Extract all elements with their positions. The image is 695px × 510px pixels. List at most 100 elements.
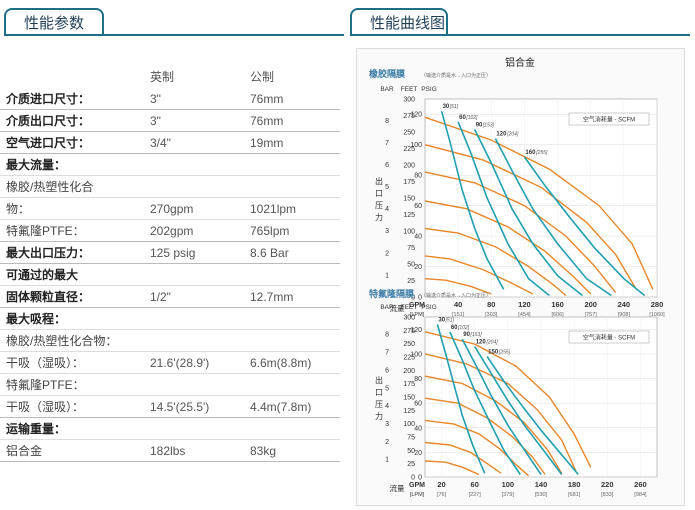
head-curve bbox=[424, 460, 480, 476]
bar-tick-label: 5 bbox=[385, 184, 389, 191]
spec-imperial-value: 3/4" bbox=[150, 136, 171, 150]
divider bbox=[4, 34, 344, 36]
feet-tick-label: 250 bbox=[403, 341, 415, 348]
x-unit-gpm: GPM bbox=[409, 302, 425, 309]
air-curve-150 bbox=[486, 355, 579, 476]
x-tick-label: 120 bbox=[518, 300, 531, 309]
x-tick-label: 40 bbox=[454, 300, 462, 309]
feet-tick-label: 100 bbox=[403, 229, 415, 236]
spec-row: 特氟隆PTFE： 202gpm 765lpm bbox=[0, 220, 340, 242]
x-tick-label-lpm: [76] bbox=[437, 492, 447, 498]
chart-subtitle-note: （输送介质是水→入口为正压） bbox=[421, 292, 491, 299]
psig-tick-label: 20 bbox=[414, 450, 422, 457]
air-curve-label: 160 bbox=[525, 150, 536, 156]
spec-metric-value: 1021lpm bbox=[250, 202, 297, 216]
head-curve bbox=[424, 116, 654, 290]
spec-label: 最大出口压力： bbox=[6, 246, 91, 260]
spec-row: 最大流量： bbox=[0, 154, 340, 176]
feet-tick-label: 50 bbox=[407, 262, 415, 269]
spec-row: 介质出口尺寸： 3" 76mm bbox=[0, 110, 340, 132]
spec-row: 物： 270gpm 1021lpm bbox=[0, 198, 340, 220]
spec-imperial-value: 14.5'(25.5') bbox=[150, 400, 210, 414]
x-unit-lpm: [LPM] bbox=[410, 492, 425, 498]
feet-tick-label: 225 bbox=[403, 355, 415, 362]
legend-box bbox=[568, 330, 650, 344]
psig-tick-label: 120 bbox=[410, 327, 422, 334]
air-curve-bracket: [51] bbox=[449, 104, 459, 110]
spec-label: 橡胶/热塑性化合 bbox=[6, 180, 94, 194]
feet-tick-label: 75 bbox=[407, 435, 415, 442]
tab-label: 性能曲线图 bbox=[370, 15, 446, 32]
air-curve-30 bbox=[436, 324, 486, 474]
tab-performance-params[interactable]: 性能参数 bbox=[4, 8, 104, 35]
air-curve-bracket: [153] bbox=[482, 122, 495, 128]
head-curve bbox=[424, 227, 567, 297]
x-tick-label: 160 bbox=[551, 300, 564, 309]
bar-tick-label: 6 bbox=[385, 367, 389, 374]
psig-tick-label: 60 bbox=[414, 401, 422, 408]
spec-row: 最大吸程： bbox=[0, 308, 340, 330]
spec-label: 最大流量： bbox=[6, 158, 67, 172]
head-curve bbox=[424, 353, 577, 472]
air-curve-120 bbox=[474, 346, 563, 475]
x-tick-label: 140 bbox=[535, 480, 548, 489]
bar-tick-label: 2 bbox=[385, 250, 389, 257]
spec-label: 物： bbox=[6, 202, 31, 216]
spec-metric-value: 83kg bbox=[250, 444, 277, 458]
tab-performance-curves[interactable]: 性能曲线图 bbox=[350, 8, 448, 35]
psig-tick-label: 40 bbox=[414, 234, 422, 241]
bar-tick-label: 8 bbox=[385, 118, 389, 125]
x-tick-label: 200 bbox=[584, 300, 597, 309]
spec-metric-value: 76mm bbox=[250, 92, 284, 106]
spec-row: 介质进口尺寸： 3" 76mm bbox=[0, 88, 340, 110]
x-tick-label: 80 bbox=[487, 300, 495, 309]
air-curve-60 bbox=[449, 331, 521, 475]
y-axis-label-char: 出 bbox=[375, 176, 383, 186]
spec-metric-value: 19mm bbox=[250, 136, 284, 150]
y-unit-feet: FEET bbox=[401, 86, 418, 93]
spec-row: 铝合金 182lbs 83kg bbox=[0, 440, 340, 462]
spec-row: 运输重量： bbox=[0, 418, 340, 440]
psig-tick-label: 40 bbox=[414, 425, 422, 432]
psig-tick-label: 120 bbox=[410, 112, 422, 119]
air-curve-bracket: [255] bbox=[498, 349, 511, 355]
col-header-metric: 公制 bbox=[250, 70, 275, 84]
feet-tick-label: 300 bbox=[403, 315, 415, 322]
air-curve-label: 90 bbox=[476, 122, 483, 128]
bar-tick-label: 4 bbox=[385, 403, 389, 410]
spec-label: 干吸（湿吸）： bbox=[6, 400, 85, 414]
psig-tick-label: 60 bbox=[414, 203, 422, 210]
feet-tick-label: 225 bbox=[403, 146, 415, 153]
spec-imperial-value: 125 psig bbox=[150, 246, 196, 260]
feet-tick-label: 200 bbox=[403, 368, 415, 375]
x-tick-label-lpm: [908] bbox=[618, 312, 631, 318]
spec-label: 干吸（湿吸）： bbox=[6, 356, 85, 370]
feet-tick-label: 25 bbox=[407, 461, 415, 468]
x-tick-label-lpm: [757] bbox=[585, 312, 598, 318]
feet-tick-label: 175 bbox=[403, 381, 415, 388]
feet-tick-label: 300 bbox=[403, 97, 415, 104]
spec-metric-value: 8.6 Bar bbox=[250, 246, 289, 260]
spec-metric-value: 12.7mm bbox=[250, 290, 294, 304]
bar-tick-label: 7 bbox=[385, 140, 389, 147]
air-curve-bracket: [102] bbox=[457, 325, 470, 331]
air-curve-bracket: [204] bbox=[506, 132, 519, 138]
air-curve-bracket: [153] bbox=[469, 332, 482, 338]
psig-tick-label: 100 bbox=[410, 142, 422, 149]
legend-note: 空气消耗量 - SCFM bbox=[583, 116, 635, 124]
spec-row: 空气进口尺寸： 3/4" 19mm bbox=[0, 132, 340, 154]
x-tick-label-lpm: [1060] bbox=[649, 312, 665, 318]
feet-tick-label: 275 bbox=[403, 328, 415, 335]
feet-tick-label: 250 bbox=[403, 130, 415, 137]
psig-tick-label: 0 bbox=[418, 295, 422, 302]
spec-label: 特氟隆PTFE： bbox=[6, 378, 85, 392]
spec-label: 运输重量： bbox=[6, 422, 67, 436]
x-axis-label: 流量 bbox=[390, 303, 405, 313]
feet-tick-label: 275 bbox=[403, 113, 415, 120]
x-tick-label-lpm: [984] bbox=[634, 492, 647, 498]
spec-row: 最大出口压力： 125 psig 8.6 Bar bbox=[0, 242, 340, 264]
air-curve-90 bbox=[461, 338, 542, 475]
head-curve bbox=[424, 200, 592, 295]
spec-label: 固体颗粒直径： bbox=[6, 290, 91, 304]
